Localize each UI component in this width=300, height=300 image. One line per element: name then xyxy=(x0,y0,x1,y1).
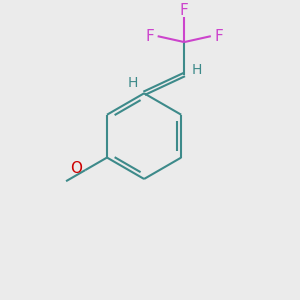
Text: F: F xyxy=(180,3,189,18)
Text: F: F xyxy=(145,29,154,44)
Text: H: H xyxy=(191,63,202,77)
Text: F: F xyxy=(215,29,224,44)
Text: H: H xyxy=(128,76,138,90)
Text: O: O xyxy=(70,161,83,176)
